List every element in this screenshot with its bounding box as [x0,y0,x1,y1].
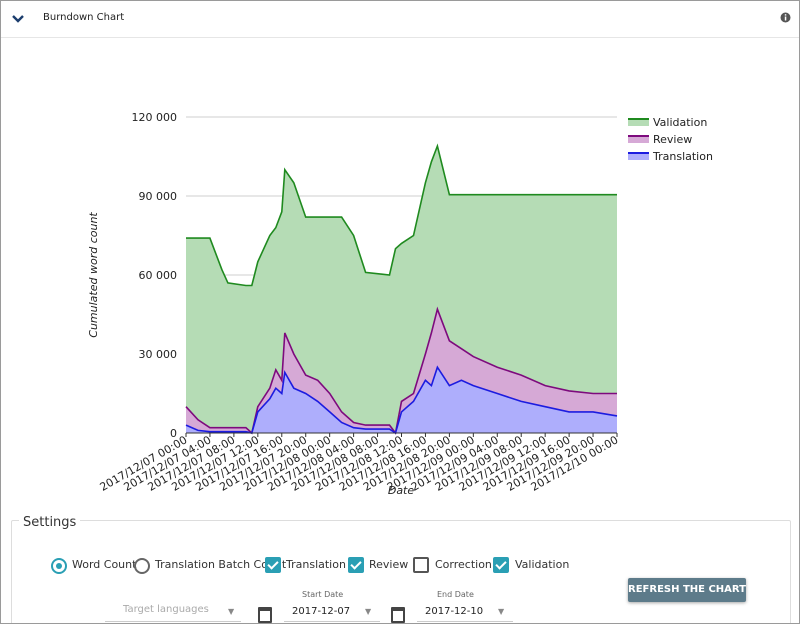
y-tick-label: 30 000 [139,348,178,361]
refresh-button[interactable]: REFRESH THE CHART [628,578,746,602]
radio-word-count[interactable] [51,558,67,574]
settings-panel [11,520,791,623]
checkbox-translation[interactable] [265,557,281,573]
legend-swatch [628,135,649,143]
legend-label: Review [653,133,692,146]
y-tick-label: 60 000 [139,269,178,282]
y-tick-label: 120 000 [132,111,178,124]
checkbox-review[interactable] [348,557,364,573]
calendar-icon[interactable] [258,607,272,623]
y-tick-label: 90 000 [139,190,178,203]
dropdown-arrow: ▼ [498,607,505,616]
checkbox-validation[interactable] [493,557,509,573]
field-label: End Date [437,590,474,599]
legend-swatch [628,152,649,160]
field-label: Start Date [302,590,344,599]
checkbox-label: Validation [515,558,570,571]
header-title: Burndown Chart [43,12,125,23]
area-fill [186,367,617,433]
target-languages-select[interactable]: Target languages ▼ [105,603,241,622]
start-date-input[interactable]: 2017-12-07 ▼ [284,603,380,622]
select-placeholder: Target languages [123,604,209,615]
checkbox-label: Translation [286,558,346,571]
checkbox-label: Review [369,558,409,571]
checkbox-correction[interactable] [413,557,429,573]
y-tick-label: 0 [170,427,177,440]
area-line [186,143,617,287]
radio-label: Word Count [72,558,137,571]
settings-title: Settings [19,515,81,530]
y-axis-title: Cumulated word count [87,212,100,338]
end-date-input[interactable]: 2017-12-10 ▼ [417,603,513,622]
checkbox-label: Correction [435,558,492,571]
dropdown-arrow: ▼ [228,607,235,616]
x-axis-title: Date [388,484,415,497]
legend-label: Translation [652,150,713,163]
date-value: 2017-12-10 [425,606,484,617]
dropdown-arrow: ▼ [365,607,372,616]
header: Burndown Chart [1,1,799,38]
radio-label: Translation Batch Count [155,558,287,571]
radio-batch-count[interactable] [134,558,150,574]
calendar-icon[interactable] [391,607,405,623]
date-value: 2017-12-07 [292,606,351,617]
legend-swatch [628,118,649,126]
collapse-chevron[interactable] [12,14,24,24]
legend-label: Validation [653,116,707,129]
area-line [185,306,617,435]
info-icon[interactable] [780,12,791,23]
chart: Date Cumulated word count 0 30 000 60 000 9… [87,111,713,497]
